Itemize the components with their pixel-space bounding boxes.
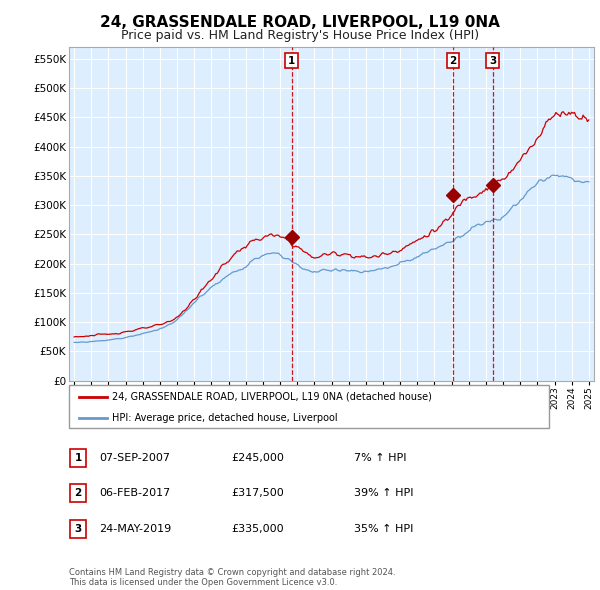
- Text: 1: 1: [74, 453, 82, 463]
- Text: 39% ↑ HPI: 39% ↑ HPI: [354, 489, 413, 498]
- Text: 2: 2: [74, 489, 82, 498]
- Text: 24-MAY-2019: 24-MAY-2019: [99, 524, 171, 533]
- Text: 3: 3: [74, 524, 82, 533]
- Text: 2: 2: [449, 55, 457, 65]
- Text: 1: 1: [288, 55, 295, 65]
- Text: 06-FEB-2017: 06-FEB-2017: [99, 489, 170, 498]
- Text: 07-SEP-2007: 07-SEP-2007: [99, 453, 170, 463]
- Text: 35% ↑ HPI: 35% ↑ HPI: [354, 524, 413, 533]
- Text: 3: 3: [489, 55, 496, 65]
- Text: Price paid vs. HM Land Registry's House Price Index (HPI): Price paid vs. HM Land Registry's House …: [121, 30, 479, 42]
- Text: 7% ↑ HPI: 7% ↑ HPI: [354, 453, 407, 463]
- Text: 24, GRASSENDALE ROAD, LIVERPOOL, L19 0NA (detached house): 24, GRASSENDALE ROAD, LIVERPOOL, L19 0NA…: [112, 392, 432, 402]
- Text: £245,000: £245,000: [231, 453, 284, 463]
- Text: 24, GRASSENDALE ROAD, LIVERPOOL, L19 0NA: 24, GRASSENDALE ROAD, LIVERPOOL, L19 0NA: [100, 15, 500, 30]
- Text: HPI: Average price, detached house, Liverpool: HPI: Average price, detached house, Live…: [112, 414, 338, 424]
- Text: Contains HM Land Registry data © Crown copyright and database right 2024.
This d: Contains HM Land Registry data © Crown c…: [69, 568, 395, 587]
- Text: £317,500: £317,500: [231, 489, 284, 498]
- Text: £335,000: £335,000: [231, 524, 284, 533]
